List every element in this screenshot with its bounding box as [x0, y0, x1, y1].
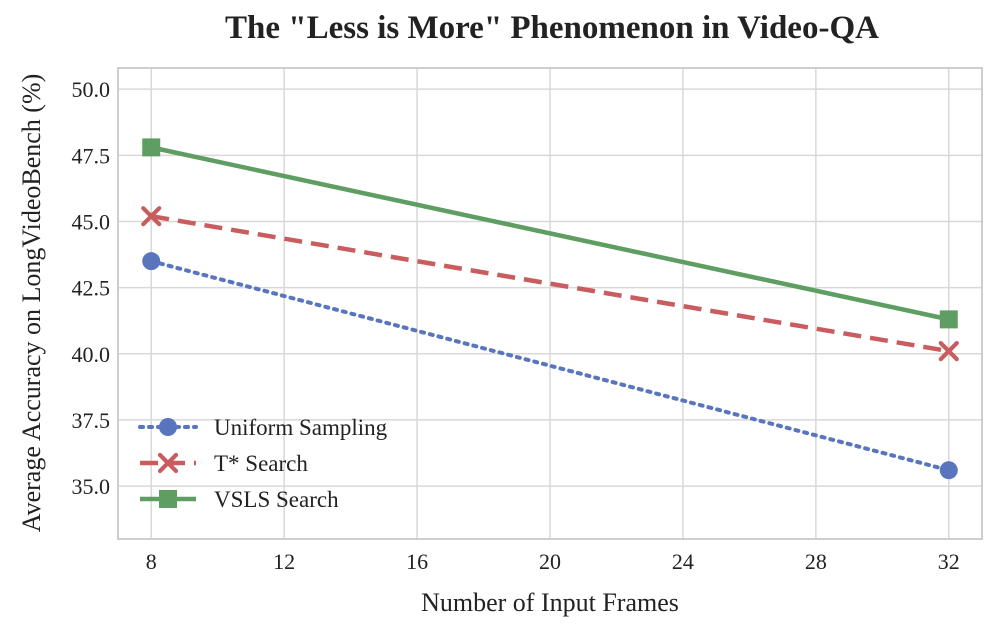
- y-tick-label: 45.0: [72, 209, 111, 234]
- legend-marker: [157, 452, 179, 474]
- legend-entry: T* Search: [140, 451, 308, 476]
- y-tick-label: 37.5: [72, 408, 111, 433]
- y-tick-label: 50.0: [72, 77, 111, 102]
- grid-layer: [118, 68, 982, 539]
- y-tick-label: 35.0: [72, 474, 111, 499]
- data-point: [939, 310, 958, 329]
- x-tick-label: 20: [539, 549, 561, 574]
- tick-labels: 8 12 16 20 24 28 32 35.0 37.5 40.0 42.5 45.0 47.5 50.…: [72, 77, 960, 574]
- data-point: [938, 341, 959, 362]
- x-tick-label: 32: [938, 549, 960, 574]
- data-point: [142, 252, 161, 271]
- series-line: [150, 145, 950, 322]
- series-layer: [141, 138, 959, 480]
- x-axis-label: Number of Input Frames: [421, 588, 679, 617]
- legend-entry: VSLS Search: [140, 487, 339, 512]
- legend-marker: [159, 490, 177, 508]
- legend-label: T* Search: [214, 451, 308, 476]
- data-point: [939, 461, 958, 480]
- x-tick-label: 16: [406, 549, 428, 574]
- plot-frame: [117, 67, 983, 540]
- legend-label: VSLS Search: [214, 487, 339, 512]
- series-line: [149, 259, 951, 473]
- legend-marker: [159, 418, 177, 436]
- y-axis-label: Average Accuracy on LongVideoBench (%): [17, 74, 46, 533]
- y-tick-label: 47.5: [72, 143, 111, 168]
- x-tick-label: 28: [805, 549, 827, 574]
- data-point: [142, 138, 161, 157]
- legend-entry: Uniform Sampling: [138, 415, 388, 440]
- x-tick-label: 8: [146, 549, 157, 574]
- y-tick-label: 42.5: [72, 276, 111, 301]
- chart-title: The "Less is More" Phenomenon in Video-Q…: [225, 10, 879, 46]
- data-point: [141, 206, 162, 227]
- legend: Uniform Sampling T* Search VSLS Search: [138, 415, 388, 512]
- legend-label: Uniform Sampling: [214, 415, 388, 440]
- y-tick-label: 40.0: [72, 342, 111, 367]
- x-tick-label: 12: [273, 549, 295, 574]
- plot-border: [117, 67, 983, 540]
- x-tick-label: 24: [672, 549, 694, 574]
